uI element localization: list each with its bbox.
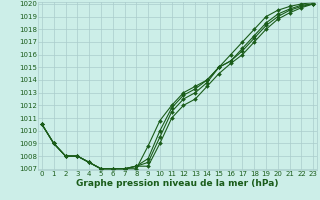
X-axis label: Graphe pression niveau de la mer (hPa): Graphe pression niveau de la mer (hPa) [76, 179, 279, 188]
